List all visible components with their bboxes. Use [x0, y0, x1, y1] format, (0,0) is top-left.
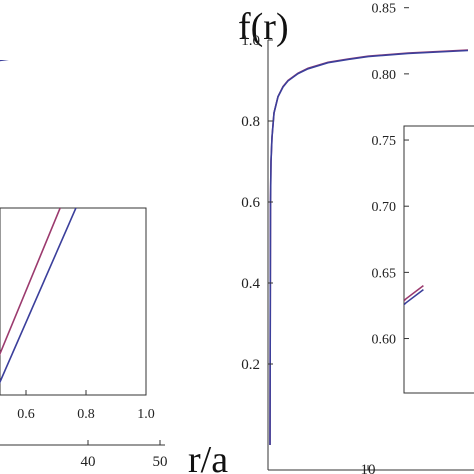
right-inset-y-tick-label: 0.60 — [372, 333, 397, 348]
right-inset-y-tick-label: 0.80 — [372, 68, 397, 83]
right-inset-frame — [403, 125, 474, 394]
left-inset-frame — [0, 207, 147, 396]
right-main-y-tick-label: 1.0 — [241, 33, 260, 49]
right-inset-y-tick-label: 0.85 — [372, 2, 397, 17]
right-inset-series-blue-line — [404, 288, 424, 306]
left-main-series-red-line — [0, 60, 7, 61]
right-inset-y-tick-label: 0.70 — [372, 200, 397, 215]
left-inset-x-tick-label: 0.8 — [77, 407, 95, 422]
left-main-series-blue-line — [0, 60, 9, 62]
right-main-series-blue-line — [269, 49, 469, 446]
y-axis-label-f-r: f(r) — [238, 6, 289, 48]
right-inset-y-tick-label: 0.75 — [372, 134, 397, 149]
right-main-x-tick-label: 10 — [361, 462, 376, 474]
right-main-y-tick-label: 0.6 — [241, 195, 260, 211]
right-inset-y-tick-label: 0.65 — [372, 266, 397, 281]
right-main-y-tick-label: 0.8 — [241, 114, 260, 130]
right-main-y-tick-label: 0.2 — [241, 357, 260, 373]
left-inset-x-tick-label: 0.6 — [17, 407, 35, 422]
left-main-x-tick-label: 40 — [81, 454, 96, 470]
right-main-y-tick-label: 0.4 — [241, 276, 260, 292]
left-inset-x-tick-label: 1.0 — [137, 407, 155, 422]
left-inset-series-red-line — [0, 208, 62, 356]
right-inset-series-red-line — [404, 284, 424, 302]
left-inset-series-blue-line — [0, 208, 77, 384]
left-main-x-tick-label: 50 — [153, 454, 168, 470]
x-axis-label-r-a: r/a — [188, 439, 228, 474]
